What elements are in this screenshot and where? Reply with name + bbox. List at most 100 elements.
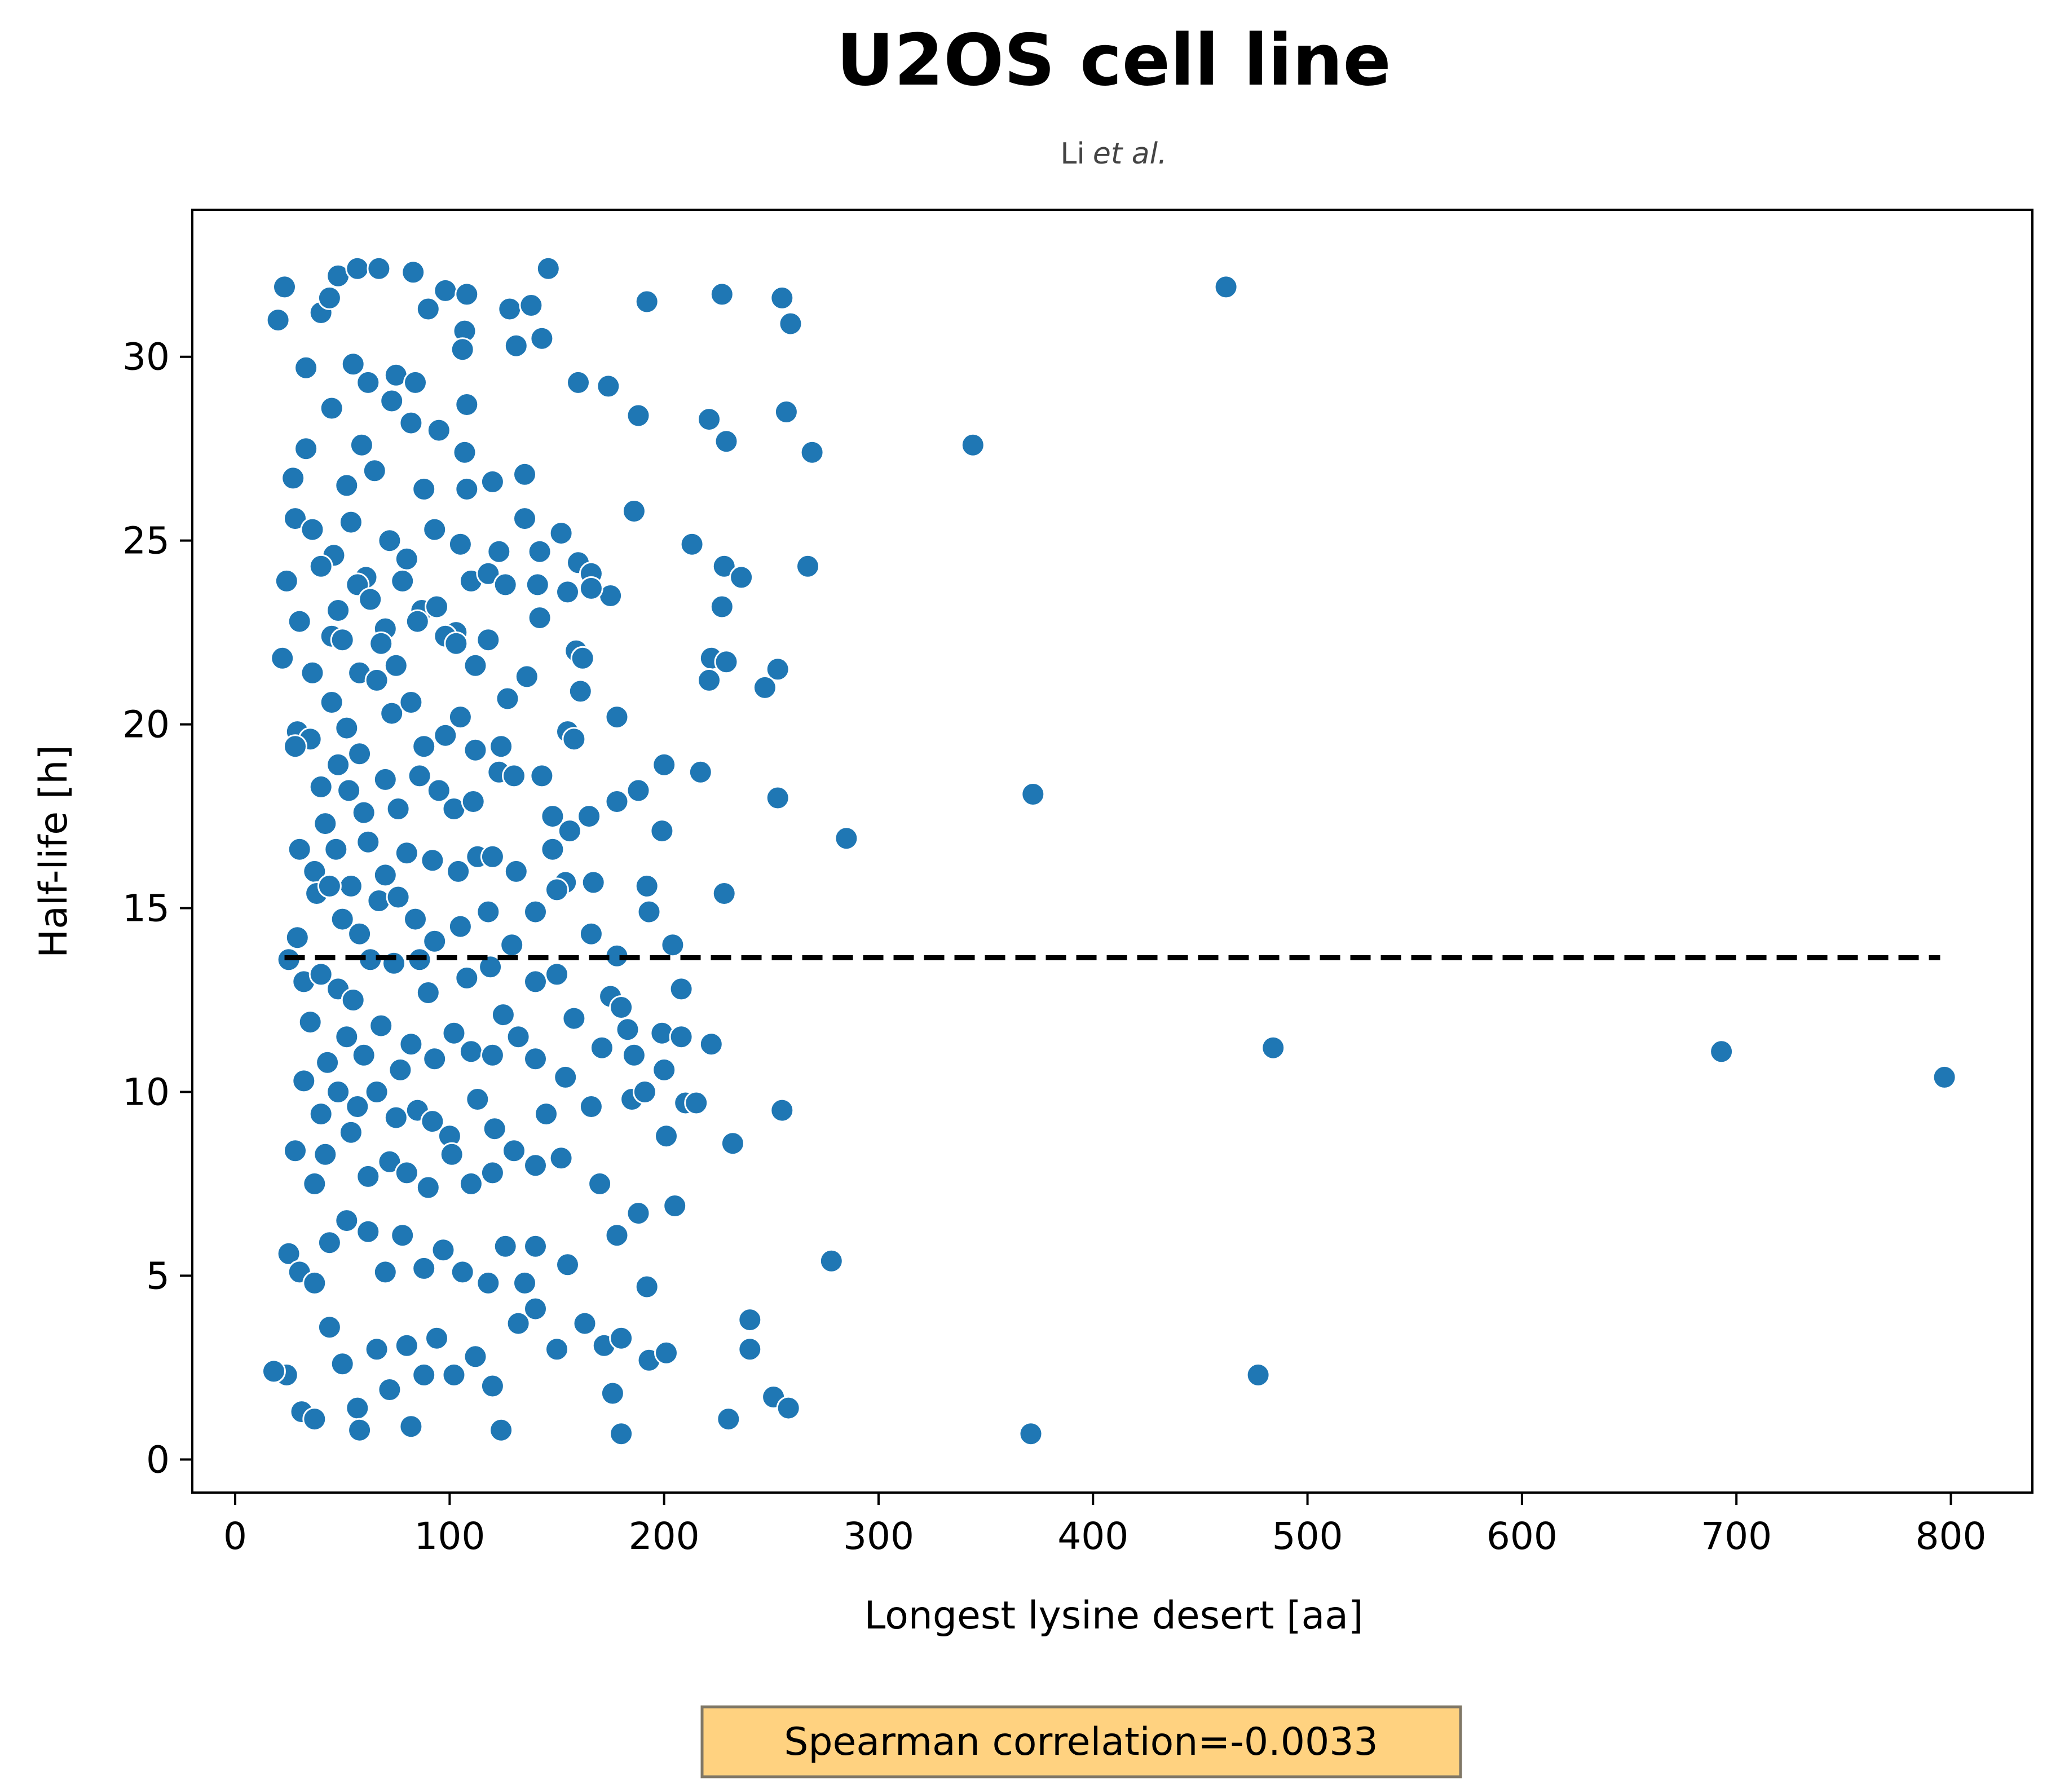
data-point-211 [669, 977, 694, 1001]
data-point-305 [545, 1337, 569, 1362]
data-point-160 [373, 863, 398, 888]
data-point-316 [609, 1422, 634, 1446]
data-point-262 [480, 1160, 505, 1185]
data-point-6 [367, 256, 391, 281]
data-point-260 [439, 1142, 464, 1167]
data-points [262, 256, 1957, 1446]
data-point-5 [345, 256, 370, 281]
data-point-266 [588, 1171, 612, 1196]
data-point-208 [669, 1025, 694, 1049]
data-point-304 [523, 1296, 548, 1321]
data-point-131 [326, 752, 351, 777]
data-point-291 [302, 1407, 327, 1432]
data-point-275 [373, 1260, 398, 1285]
data-point-128 [562, 727, 586, 752]
data-point-199 [455, 965, 479, 990]
data-point-268 [663, 1194, 687, 1218]
data-point-263 [502, 1138, 526, 1163]
data-point-89 [527, 606, 552, 630]
data-point-143 [540, 804, 565, 829]
data-point-267 [626, 1201, 651, 1226]
data-point-276 [390, 1223, 415, 1248]
data-point-10 [497, 297, 522, 321]
data-point-144 [557, 819, 582, 844]
data-point-20 [356, 370, 381, 395]
data-point-48 [480, 469, 505, 494]
data-point-139 [461, 789, 486, 814]
data-point-127 [605, 705, 629, 730]
data-point-3 [317, 285, 342, 310]
data-point-172 [285, 925, 310, 950]
data-point-229 [1261, 1035, 1286, 1060]
y-axis-ticks: 0 5 10 15 20 25 30 [122, 336, 192, 1481]
data-point-161 [394, 841, 419, 866]
data-point-242 [482, 1116, 507, 1141]
data-point-194 [341, 988, 365, 1012]
annotation-box [700, 1705, 1462, 1778]
data-point-272 [317, 1230, 342, 1255]
data-point-159 [356, 829, 381, 854]
data-point-176 [347, 921, 372, 946]
data-point-265 [549, 1146, 574, 1171]
data-point-308 [609, 1326, 634, 1350]
data-point-189 [660, 933, 685, 957]
data-point-222 [480, 1043, 505, 1067]
data-point-102 [476, 628, 501, 652]
data-point-215 [351, 1043, 376, 1067]
data-point-110 [697, 668, 721, 692]
data-point-319 [399, 1414, 424, 1439]
data-point-54 [338, 510, 363, 535]
y-axis-label: Half-life [h] [32, 745, 76, 958]
data-point-186 [579, 921, 603, 946]
data-point-313 [716, 1407, 741, 1432]
data-point-109 [752, 675, 777, 700]
data-point-35 [960, 432, 985, 457]
data-point-14 [709, 282, 734, 307]
data-point-303 [506, 1311, 531, 1336]
data-point-117 [380, 701, 404, 726]
y-tick-label-30: 30 [122, 336, 170, 379]
data-point-294 [345, 1396, 370, 1420]
data-point-33 [774, 400, 799, 424]
data-point-300 [442, 1362, 466, 1387]
data-point-28 [566, 370, 590, 395]
data-point-51 [283, 506, 307, 531]
data-point-213 [315, 1050, 340, 1075]
data-point-91 [270, 646, 295, 670]
data-point-67 [621, 499, 646, 523]
data-point-59 [448, 532, 473, 557]
data-point-180 [422, 929, 447, 954]
data-point-142 [530, 763, 554, 788]
data-point-15 [770, 285, 795, 310]
data-point-76 [326, 598, 351, 623]
data-point-236 [364, 1080, 389, 1104]
data-point-148 [652, 752, 677, 777]
data-point-317 [489, 1418, 514, 1442]
data-point-74 [287, 609, 312, 634]
data-point-235 [345, 1094, 370, 1119]
data-point-216 [369, 1013, 394, 1038]
data-point-165 [480, 844, 505, 869]
data-point-129 [283, 734, 307, 759]
data-point-78 [358, 587, 383, 612]
x-tick-label-100: 100 [414, 1515, 485, 1558]
data-point-255 [338, 1120, 363, 1145]
data-point-8 [433, 278, 458, 303]
data-point-123 [489, 734, 514, 759]
data-point-274 [356, 1219, 381, 1244]
data-point-310 [654, 1340, 678, 1365]
data-point-113 [319, 690, 344, 714]
data-point-185 [545, 877, 569, 902]
data-point-280 [476, 1270, 501, 1295]
data-point-217 [388, 1057, 413, 1082]
data-point-254 [313, 1142, 338, 1167]
y-tick-label-0: 0 [146, 1438, 170, 1481]
data-point-202 [523, 969, 548, 994]
data-point-315 [776, 1396, 801, 1420]
data-point-296 [377, 1378, 402, 1402]
data-point-39 [334, 473, 359, 498]
data-point-16 [778, 311, 803, 336]
data-point-264 [523, 1153, 548, 1178]
data-point-170 [634, 873, 659, 898]
data-point-306 [572, 1311, 597, 1336]
